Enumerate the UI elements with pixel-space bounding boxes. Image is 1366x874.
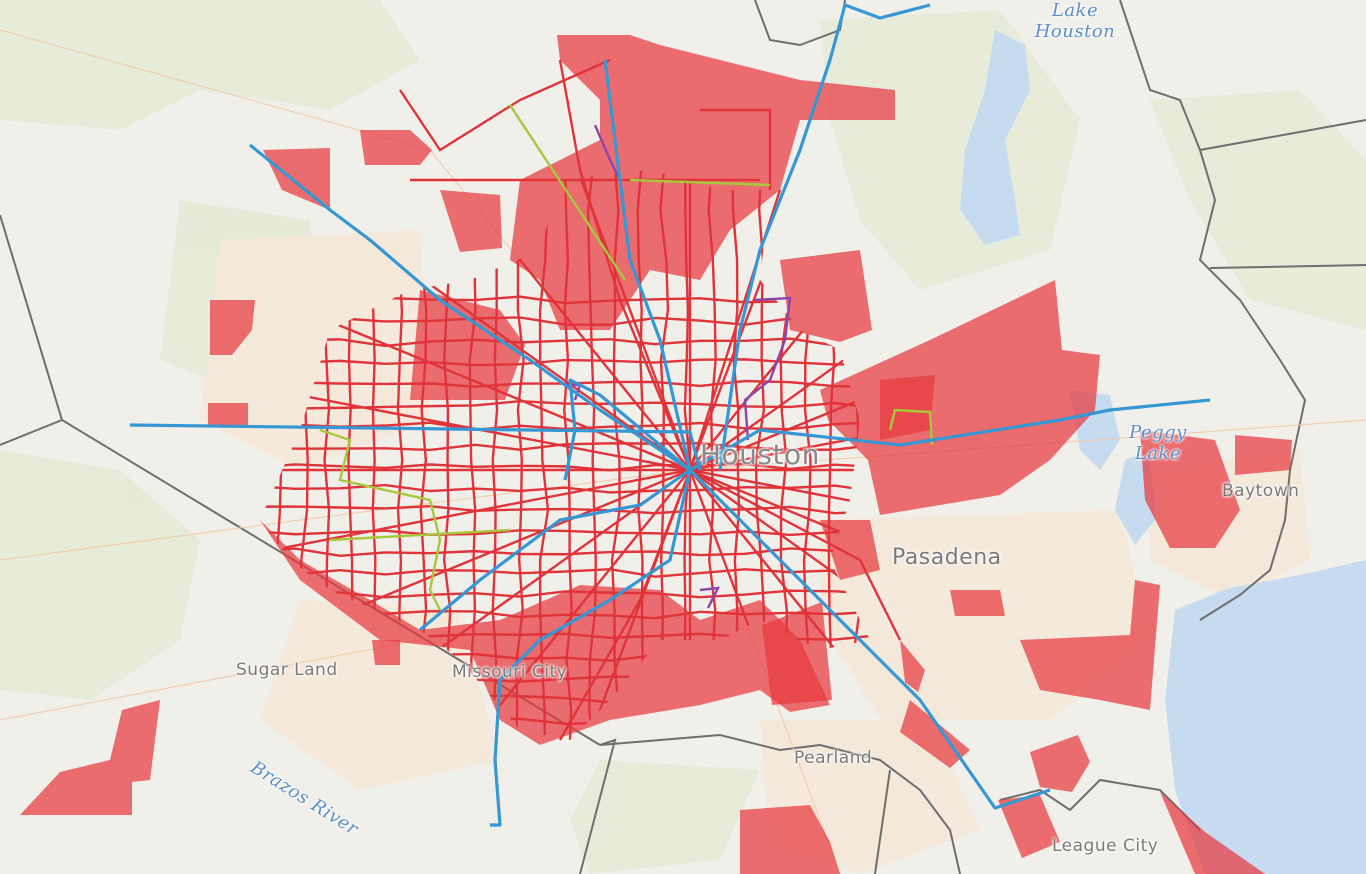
bus-route	[538, 170, 550, 740]
bus-route	[610, 170, 622, 740]
bus-route	[688, 469, 800, 740]
bus-route	[260, 567, 870, 579]
city-label: League City	[1052, 836, 1159, 856]
bus-route	[260, 483, 870, 494]
bus-route	[392, 256, 691, 471]
express-routes	[129, 3, 1211, 827]
bus-route	[580, 179, 692, 471]
bus-route	[479, 469, 691, 731]
city-label: Baytown	[1222, 481, 1300, 501]
city-label: Pearland	[794, 748, 873, 768]
bus-route	[260, 462, 870, 472]
bus-route	[260, 441, 870, 452]
bus-route	[827, 170, 837, 740]
city-label: Missouri City	[452, 662, 568, 682]
bus-route	[689, 468, 870, 622]
bus-route	[284, 468, 691, 549]
bus-route	[260, 589, 870, 599]
bus-route	[586, 170, 597, 740]
bus-route	[260, 529, 870, 537]
city-label: Sugar Land	[236, 660, 338, 680]
bus-route	[689, 391, 870, 472]
bus-route	[284, 391, 691, 472]
bus-route	[689, 318, 870, 472]
bus-route	[260, 358, 870, 368]
city-label: Houston	[700, 438, 820, 471]
bus-route	[325, 318, 691, 472]
bus-route	[260, 505, 870, 515]
lake-label: Lake Houston	[1034, 0, 1116, 42]
bus-route	[689, 256, 870, 471]
green-routes	[319, 104, 934, 611]
bus-route	[260, 337, 870, 348]
bus-route	[260, 547, 870, 557]
lake-label: Peggy Lake	[1129, 422, 1187, 464]
bus-route	[689, 468, 870, 549]
bus-route	[325, 468, 691, 622]
city-label: Pasadena	[892, 545, 1002, 570]
bus-route	[514, 170, 526, 740]
